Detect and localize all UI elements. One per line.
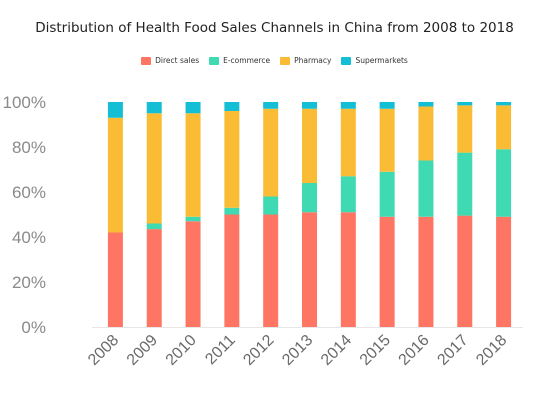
bar-segment xyxy=(379,216,395,327)
bar-segment xyxy=(146,223,162,230)
x-tick-label: 2013 xyxy=(279,332,316,369)
legend-swatch xyxy=(209,56,220,65)
bar-segment xyxy=(263,196,279,215)
y-tick-label: 40% xyxy=(12,228,46,247)
legend-swatch xyxy=(280,56,291,65)
bar-segment xyxy=(146,229,162,327)
bar-segment xyxy=(185,216,201,222)
y-tick-label: 80% xyxy=(12,138,46,157)
bar-segment xyxy=(224,102,240,111)
bar-segment xyxy=(496,102,512,106)
bar-segment xyxy=(418,106,434,161)
bar-segment xyxy=(185,221,201,327)
bar-segment xyxy=(263,102,279,109)
bar-segment xyxy=(302,212,317,327)
bar-segment xyxy=(340,212,356,327)
chart-title: Distribution of Health Food Sales Channe… xyxy=(35,20,514,36)
y-tick-label: 60% xyxy=(12,183,46,202)
legend-swatch xyxy=(141,56,152,65)
bar-segment xyxy=(224,214,240,327)
bar-segment xyxy=(496,216,512,327)
bar-segment xyxy=(418,216,434,327)
bar-segment xyxy=(224,207,240,215)
x-tick-label: 2015 xyxy=(357,332,394,369)
y-tick-label: 20% xyxy=(12,273,46,292)
legend-item: Supermarkets xyxy=(341,56,408,65)
legend-item: E-commerce xyxy=(209,56,270,65)
bar-segment xyxy=(185,113,201,217)
x-tick-label: 2014 xyxy=(318,332,355,369)
bar-segment xyxy=(457,102,473,106)
bar-segment xyxy=(457,152,473,216)
bar-segment xyxy=(263,108,279,197)
legend: Direct sales E-commerce Pharmacy Supermarke… xyxy=(0,56,549,65)
x-tick-label: 2017 xyxy=(434,332,471,369)
x-tick-label: 2012 xyxy=(240,332,277,369)
y-tick-label: 0% xyxy=(21,318,46,337)
bar-segment xyxy=(146,102,162,114)
legend-item: Direct sales xyxy=(141,56,199,65)
bar-segment xyxy=(263,214,279,327)
bar-segment xyxy=(496,105,512,150)
x-tick-label: 2008 xyxy=(85,332,122,369)
bar-segment xyxy=(302,183,317,213)
bar-segment xyxy=(107,232,123,327)
bar-segment xyxy=(302,102,317,109)
bar-segment xyxy=(457,215,473,327)
x-tick-label: 2016 xyxy=(396,332,433,369)
bar-segment xyxy=(418,160,434,217)
bar-segment xyxy=(340,176,356,213)
bar-segment xyxy=(224,111,240,208)
bar-segment xyxy=(379,108,395,172)
legend-swatch xyxy=(341,56,352,65)
bar-segment xyxy=(107,117,123,233)
bar-segment xyxy=(340,102,356,109)
legend-label: Supermarkets xyxy=(355,56,408,65)
x-tick-label: 2009 xyxy=(124,332,161,369)
bar-segment xyxy=(457,105,473,153)
bar-segment xyxy=(107,102,123,118)
x-tick-label: 2011 xyxy=(202,332,238,368)
legend-label: Direct sales xyxy=(155,56,200,65)
legend-label: E-commerce xyxy=(223,56,271,65)
legend-label: Pharmacy xyxy=(294,56,332,65)
bar-segment xyxy=(302,108,317,183)
bar-segment xyxy=(185,102,201,114)
legend-item: Pharmacy xyxy=(280,56,331,65)
y-tick-label: 100% xyxy=(3,93,46,112)
x-tick-label: 2010 xyxy=(163,332,200,369)
bar-segment xyxy=(418,102,434,107)
bar-segment xyxy=(496,149,512,217)
bar-segment xyxy=(379,102,395,109)
bar-segment xyxy=(340,108,356,177)
bar-segment xyxy=(379,171,395,217)
x-tick-label: 2018 xyxy=(473,332,510,369)
bar-segment xyxy=(146,113,162,224)
